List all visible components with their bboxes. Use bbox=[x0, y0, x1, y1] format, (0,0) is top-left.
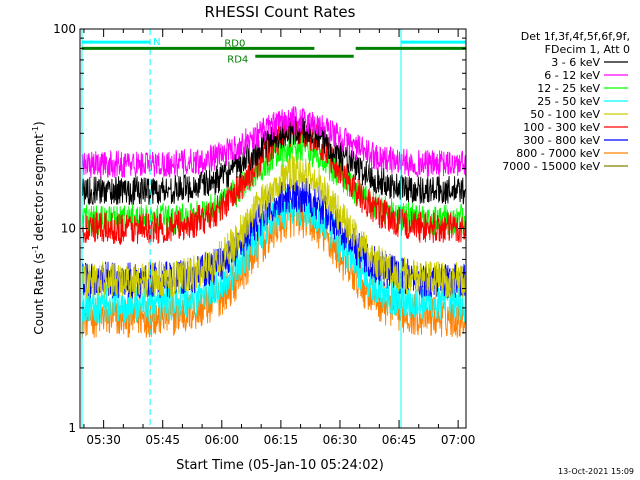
series-line-8 bbox=[81, 196, 466, 339]
x-tick-label: 06:45 bbox=[382, 433, 417, 447]
legend-entry-label: 6 - 12 keV bbox=[544, 69, 600, 82]
x-tick-label: 06:30 bbox=[323, 433, 358, 447]
series-line-1 bbox=[81, 116, 466, 206]
series-group bbox=[81, 106, 466, 339]
plot-area: N RD0 RD4 1 10 100 05:30 05:45 06:00 06:15 06:30 06… bbox=[53, 22, 475, 447]
x-tick-label: 05:30 bbox=[86, 433, 121, 447]
axes-group: 1 10 100 05:30 05:45 06:00 06:15 06:30 06:45 07:0… bbox=[53, 22, 475, 447]
legend-entry-label: 25 - 50 keV bbox=[537, 95, 600, 108]
footer-timestamp: 13-Oct-2021 15:09 bbox=[558, 467, 634, 476]
x-tick-label: 06:00 bbox=[204, 433, 239, 447]
bar-label-rd4: RD4 bbox=[227, 54, 248, 65]
y-axis-label-sup2: -1 bbox=[31, 126, 40, 134]
y-axis-label: Count Rate (s-1 detector segment-1) bbox=[31, 121, 46, 334]
x-axis-label: Start Time (05-Jan-10 05:24:02) bbox=[176, 458, 384, 473]
legend-header-line: Det 1f,3f,4f,5f,6f,9f, bbox=[521, 30, 630, 43]
legend-entry-label: 12 - 25 keV bbox=[537, 82, 600, 95]
x-tick-label: 07:00 bbox=[441, 433, 476, 447]
y-tick-label: 100 bbox=[53, 22, 76, 36]
x-tick-label: 06:15 bbox=[264, 433, 299, 447]
series-line-5 bbox=[81, 154, 466, 299]
bar-label-n: N bbox=[153, 37, 160, 48]
legend-entry-label: 7000 - 15000 keV bbox=[502, 160, 600, 173]
y-tick-label: 1 bbox=[68, 421, 76, 435]
y-axis-label-end: ) bbox=[32, 121, 46, 126]
legend-entry-label: 300 - 800 keV bbox=[523, 134, 600, 147]
legend-entry-label: 50 - 100 keV bbox=[530, 108, 600, 121]
legend-entry-label: 100 - 300 keV bbox=[523, 121, 600, 134]
y-axis-label-sup1: -1 bbox=[31, 245, 40, 253]
y-axis-label-main: Count Rate (s bbox=[32, 253, 46, 335]
legend-header-line: FDecim 1, Att 0 bbox=[545, 43, 630, 56]
legend-entry-label: 3 - 6 keV bbox=[551, 56, 600, 69]
bar-label-rd0: RD0 bbox=[224, 38, 245, 49]
y-axis-label-mid: detector segment bbox=[32, 134, 46, 245]
legend-entry-label: 800 - 7000 keV bbox=[516, 147, 600, 160]
series-line-2 bbox=[81, 106, 466, 178]
y-tick-label: 10 bbox=[61, 222, 76, 236]
x-tick-label: 05:45 bbox=[145, 433, 180, 447]
legend: Det 1f,3f,4f,5f,6f,9f,FDecim 1, Att 03 -… bbox=[502, 30, 630, 173]
series-line-4 bbox=[81, 186, 466, 324]
chart-title: RHESSI Count Rates bbox=[205, 3, 356, 21]
